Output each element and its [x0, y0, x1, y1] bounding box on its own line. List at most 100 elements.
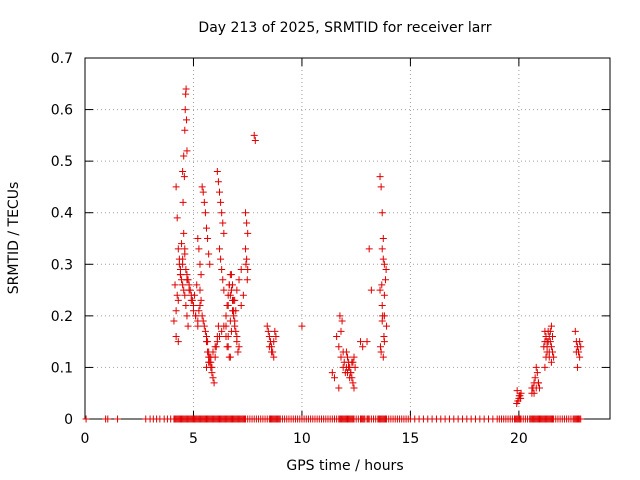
data-point: [182, 85, 190, 93]
data-point: [378, 281, 386, 289]
data-point: [272, 332, 280, 340]
data-point: [197, 296, 205, 304]
data-point: [243, 255, 251, 263]
data-point: [223, 343, 231, 351]
data-point: [351, 363, 359, 371]
data-point: [183, 312, 191, 320]
data-point: [547, 343, 555, 351]
data-point: [376, 343, 384, 351]
data-point: [181, 245, 189, 253]
data-point: [205, 358, 213, 366]
data-point: [187, 291, 195, 299]
data-point: [206, 260, 214, 268]
data-point: [222, 312, 230, 320]
data-point: [210, 379, 218, 387]
data-point: [263, 322, 271, 330]
data-point: [367, 286, 375, 294]
data-point: [202, 224, 210, 232]
y-tick-label: 0.2: [51, 309, 73, 325]
data-point: [217, 198, 225, 206]
data-point: [179, 167, 187, 175]
data-point: [189, 302, 197, 310]
data-point: [577, 415, 585, 423]
data-point: [357, 338, 365, 346]
y-tick-label: 0.6: [51, 103, 73, 119]
data-point: [171, 281, 179, 289]
data-point: [175, 260, 183, 268]
data-point: [376, 286, 384, 294]
data-point: [199, 188, 207, 196]
data-point: [231, 322, 239, 330]
data-point: [359, 343, 367, 351]
data-point: [243, 276, 251, 284]
data-point: [244, 265, 252, 273]
data-point: [232, 307, 240, 315]
data-point: [216, 245, 224, 253]
data-point: [335, 384, 343, 392]
data-point: [541, 327, 549, 335]
data-point: [172, 332, 180, 340]
data-point: [176, 271, 184, 279]
data-point: [192, 312, 200, 320]
data-point: [545, 348, 553, 356]
data-point: [337, 327, 345, 335]
data-point: [219, 219, 227, 227]
data-point: [185, 281, 193, 289]
data-point: [349, 358, 357, 366]
data-point: [380, 338, 388, 346]
y-tick-label: 0.4: [51, 206, 73, 222]
data-point: [226, 291, 234, 299]
data-point: [270, 353, 278, 361]
data-point: [576, 338, 584, 346]
data-point: [207, 353, 215, 361]
data-point: [172, 183, 180, 191]
data-point: [549, 332, 557, 340]
data-point: [542, 332, 550, 340]
data-point: [217, 255, 225, 263]
data-point: [328, 369, 336, 377]
data-point: [183, 116, 191, 124]
data-point: [227, 271, 235, 279]
data-point: [194, 322, 202, 330]
data-point: [338, 317, 346, 325]
data-point: [298, 322, 306, 330]
data-point: [242, 209, 250, 217]
data-point: [547, 322, 555, 330]
data-point: [239, 291, 247, 299]
data-point: [532, 363, 540, 371]
data-point: [235, 343, 243, 351]
data-point: [379, 353, 387, 361]
data-point: [194, 235, 202, 242]
data-point: [513, 387, 521, 395]
x-tick-label: 0: [81, 431, 90, 447]
data-point: [382, 265, 390, 273]
x-axis-label: GPS time / hours: [286, 458, 403, 474]
data-point: [216, 332, 224, 340]
data-point: [381, 276, 389, 284]
data-point: [330, 374, 338, 382]
data-point: [547, 358, 555, 366]
data-point: [180, 152, 188, 160]
data-point: [541, 363, 549, 371]
data-point: [181, 291, 189, 299]
data-point: [550, 353, 558, 361]
data-point: [517, 394, 525, 402]
data-point: [114, 415, 122, 423]
data-point: [379, 255, 387, 263]
data-point: [535, 384, 543, 392]
data-point: [201, 327, 209, 335]
data-point: [530, 389, 538, 397]
data-point: [363, 338, 371, 346]
data-point: [531, 374, 539, 382]
data-point: [577, 343, 585, 351]
data-point: [220, 229, 228, 237]
data-point: [225, 353, 233, 361]
x-tick-label: 20: [510, 431, 528, 447]
data-point: [225, 281, 233, 289]
data-point: [193, 281, 201, 289]
data-point: [268, 348, 276, 356]
data-point: [234, 348, 242, 356]
data-point: [208, 369, 216, 377]
data-point: [271, 327, 279, 335]
